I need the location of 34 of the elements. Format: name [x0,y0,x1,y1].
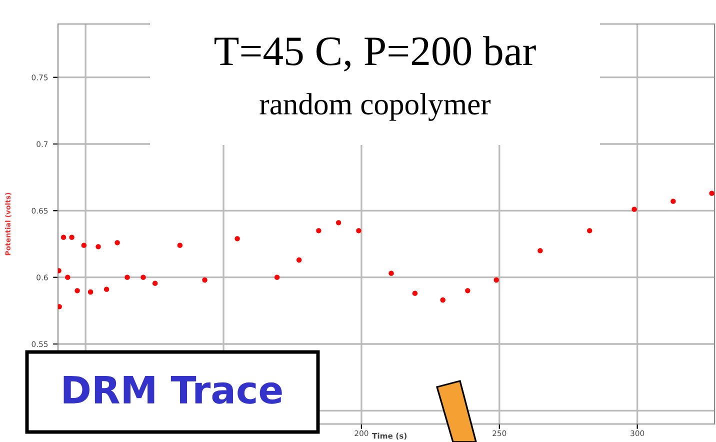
point [81,242,87,248]
annotation: DRM Trace [64,376,282,404]
point [274,274,280,280]
point [494,277,499,283]
point [152,280,158,286]
point [124,274,130,280]
point [388,270,394,276]
point [336,220,342,226]
point [65,274,70,280]
point [587,228,592,234]
point [177,242,183,248]
point [670,198,676,204]
point [96,244,101,250]
point [356,228,362,234]
point [74,288,80,294]
point [69,234,74,240]
annotation: random copolymer [260,93,491,121]
point [296,257,302,263]
point [88,289,94,295]
point [440,297,446,303]
point [709,190,714,196]
point [60,234,66,240]
point [316,228,322,234]
point [632,206,637,212]
point [465,288,470,294]
point [538,248,543,254]
point [114,240,120,246]
annotation: T=45 C, P=200 bar [214,36,536,72]
point [202,277,208,283]
point [58,304,62,310]
point [140,274,146,280]
point [104,286,110,292]
point [412,290,418,296]
point [234,236,240,242]
